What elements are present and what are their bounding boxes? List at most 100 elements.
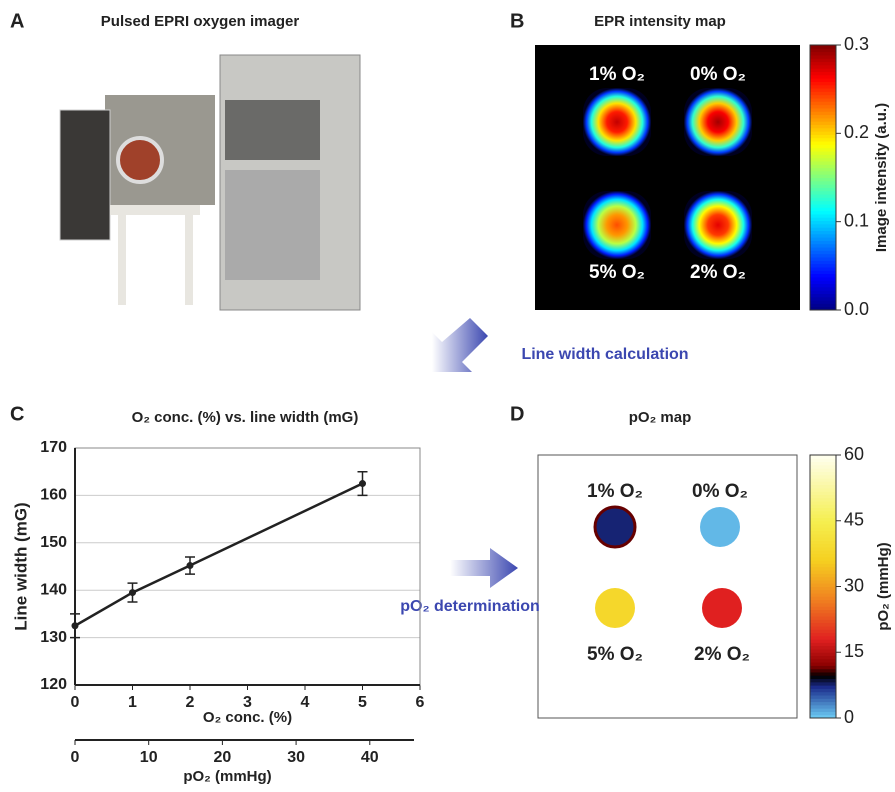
x-tick-label: 1	[128, 694, 137, 711]
plot-frame	[75, 448, 420, 685]
colorbar-slice	[810, 619, 836, 623]
colorbar-slice	[810, 290, 836, 294]
data-point	[359, 480, 366, 487]
colorbar-slice	[810, 662, 836, 666]
data-point	[72, 622, 79, 629]
colorbar-slice	[810, 115, 836, 119]
colorbar-slice	[810, 181, 836, 185]
colorbar-slice	[810, 134, 836, 138]
photo-leg	[185, 215, 193, 305]
colorbar-slice	[810, 465, 836, 469]
colorbar-slice	[810, 303, 836, 307]
colorbar-slice	[810, 702, 836, 706]
colorbar-slice	[810, 58, 836, 62]
colorbar-slice	[810, 201, 836, 205]
colorbar-slice	[810, 580, 836, 584]
po2-spot	[700, 507, 740, 547]
data-line	[75, 484, 363, 626]
colorbar-slice	[810, 55, 836, 59]
arrow-shape	[450, 548, 518, 588]
colorbar-slice	[810, 111, 836, 115]
colorbar-slice	[810, 501, 836, 505]
colorbar-slice	[810, 524, 836, 528]
colorbar-slice	[810, 254, 836, 258]
colorbar-slice	[810, 711, 836, 715]
x2-tick-label: 30	[287, 749, 305, 766]
panel-title: EPR intensity map	[594, 13, 726, 30]
colorbar-slice	[810, 244, 836, 248]
colorbar-slice	[810, 237, 836, 241]
colorbar-slice	[810, 174, 836, 178]
x2-tick-label: 40	[361, 749, 379, 766]
colorbar-slice	[810, 458, 836, 462]
colorbar-tick-label: 60	[844, 444, 864, 464]
colorbar-slice	[810, 478, 836, 482]
colorbar-slice	[810, 583, 836, 587]
data-point	[187, 562, 194, 569]
po2-spot	[595, 507, 635, 547]
colorbar-slice	[810, 81, 836, 85]
x2-axis-label: pO₂ (mmHg)	[183, 768, 271, 785]
colorbar-slice	[810, 121, 836, 125]
colorbar-slice	[810, 231, 836, 235]
colorbar-slice	[810, 65, 836, 69]
colorbar-slice	[810, 105, 836, 109]
colorbar-slice	[810, 688, 836, 692]
colorbar-slice	[810, 488, 836, 492]
colorbar-slice	[810, 187, 836, 191]
colorbar-slice	[810, 62, 836, 66]
panel-letter: D	[510, 403, 524, 425]
colorbar-slice	[810, 508, 836, 512]
colorbar-slice	[810, 85, 836, 89]
colorbar-slice	[810, 455, 836, 459]
colorbar-slice	[810, 95, 836, 99]
colorbar-label: Image intensity (a.u.)	[873, 103, 890, 252]
colorbar-slice	[810, 234, 836, 238]
intensity-spot	[684, 88, 752, 156]
colorbar-slice	[810, 606, 836, 610]
colorbar-slice	[810, 652, 836, 656]
photo-leg	[118, 215, 126, 305]
colorbar-slice	[810, 547, 836, 551]
colorbar-slice	[810, 537, 836, 541]
colorbar-slice	[810, 498, 836, 502]
colorbar-slice	[810, 577, 836, 581]
colorbar-slice	[810, 462, 836, 466]
colorbar-slice	[810, 88, 836, 92]
y-tick-label: 120	[40, 676, 67, 693]
colorbar-slice	[810, 682, 836, 686]
colorbar-slice	[810, 250, 836, 254]
colorbar-slice	[810, 171, 836, 175]
colorbar-slice	[810, 596, 836, 600]
colorbar-slice	[810, 151, 836, 155]
colorbar-slice	[810, 125, 836, 129]
photo-resonator	[118, 138, 162, 182]
colorbar-slice	[810, 675, 836, 679]
colorbar-tick-label: 0.2	[844, 122, 869, 142]
colorbar-slice	[810, 550, 836, 554]
spot-label: 5% O₂	[589, 262, 645, 283]
colorbar-slice	[810, 277, 836, 281]
x-tick-label: 4	[301, 694, 310, 711]
colorbar-slice	[810, 514, 836, 518]
colorbar-slice	[810, 214, 836, 218]
colorbar-slice	[810, 642, 836, 646]
colorbar-slice	[810, 485, 836, 489]
colorbar-slice	[810, 705, 836, 709]
colorbar-slice	[810, 217, 836, 221]
x-tick-label: 6	[416, 694, 425, 711]
colorbar-tick-label: 0	[844, 707, 854, 727]
colorbar-slice	[810, 669, 836, 673]
colorbar-slice	[810, 567, 836, 571]
colorbar-slice	[810, 260, 836, 264]
colorbar-slice	[810, 623, 836, 627]
colorbar-slice	[810, 280, 836, 284]
colorbar-slice	[810, 491, 836, 495]
intensity-spot	[684, 191, 752, 259]
colorbar-slice	[810, 240, 836, 244]
colorbar-label: pO₂ (mmHg)	[875, 542, 892, 630]
colorbar-slice	[810, 573, 836, 577]
colorbar-slice	[810, 504, 836, 508]
panel-letter: B	[510, 10, 524, 32]
colorbar-slice	[810, 665, 836, 669]
